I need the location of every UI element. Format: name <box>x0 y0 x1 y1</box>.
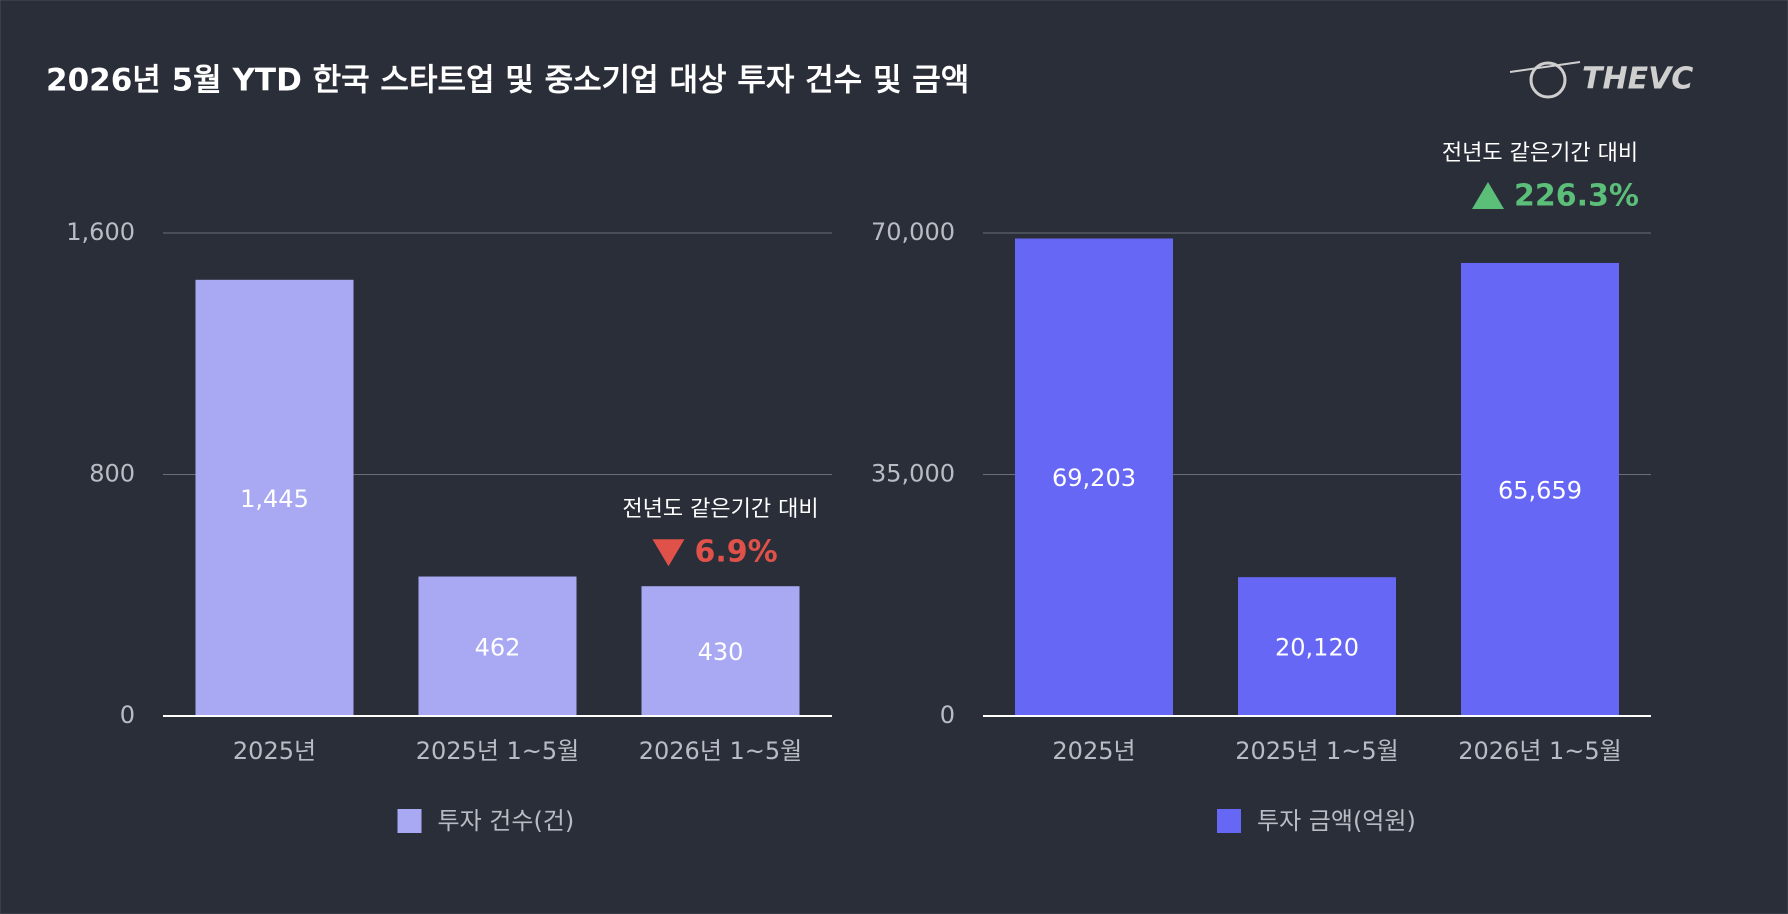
legend-swatch <box>397 809 422 833</box>
y-tick-label: 70,000 <box>871 218 955 246</box>
data-label: 462 <box>475 633 521 661</box>
data-label: 65,659 <box>1498 476 1582 504</box>
change-arrow <box>1472 182 1504 209</box>
legend-label: 투자 금액(억원) <box>1257 807 1416 835</box>
x-tick-label: 2026년 1~5월 <box>639 737 803 765</box>
y-tick-label: 1,600 <box>66 218 135 246</box>
y-tick-label: 0 <box>120 701 135 729</box>
logo-icon <box>1529 61 1567 99</box>
x-tick-label: 2025년 1~5월 <box>416 737 580 765</box>
logo-text: THEVC <box>1582 62 1693 97</box>
change-arrow <box>652 539 685 567</box>
logo-icon <box>1509 61 1581 73</box>
annotation-change: 6.9% <box>695 535 778 570</box>
bar <box>1238 577 1396 716</box>
legend-swatch <box>1217 809 1241 833</box>
x-tick-label: 2025년 <box>233 737 316 765</box>
data-label: 1,445 <box>240 485 309 513</box>
bar <box>195 279 354 716</box>
annotation-text: 전년도 같은기간 대비 <box>622 497 818 522</box>
logo: THEVC <box>1509 61 1693 99</box>
y-tick-label: 35,000 <box>871 460 955 488</box>
bar <box>641 586 800 716</box>
data-label: 69,203 <box>1052 464 1136 492</box>
page-title: 2026년 5월 YTD 한국 스타트업 및 중소기업 대상 투자 건수 및 금… <box>46 63 969 99</box>
bar <box>418 576 577 716</box>
bar <box>1015 238 1173 716</box>
legend-label: 투자 건수(건) <box>438 807 575 835</box>
y-tick-label: 800 <box>89 460 135 488</box>
data-label: 20,120 <box>1275 634 1359 662</box>
x-tick-label: 2025년 1~5월 <box>1235 737 1399 765</box>
data-label: 430 <box>698 638 744 666</box>
x-tick-label: 2026년 1~5월 <box>1458 737 1622 765</box>
annotation-text: 전년도 같은기간 대비 <box>1442 141 1638 166</box>
annotation-change: 226.3% <box>1514 179 1639 214</box>
bar <box>1461 262 1619 716</box>
y-tick-label: 0 <box>940 701 955 729</box>
x-tick-label: 2025년 <box>1052 737 1135 765</box>
